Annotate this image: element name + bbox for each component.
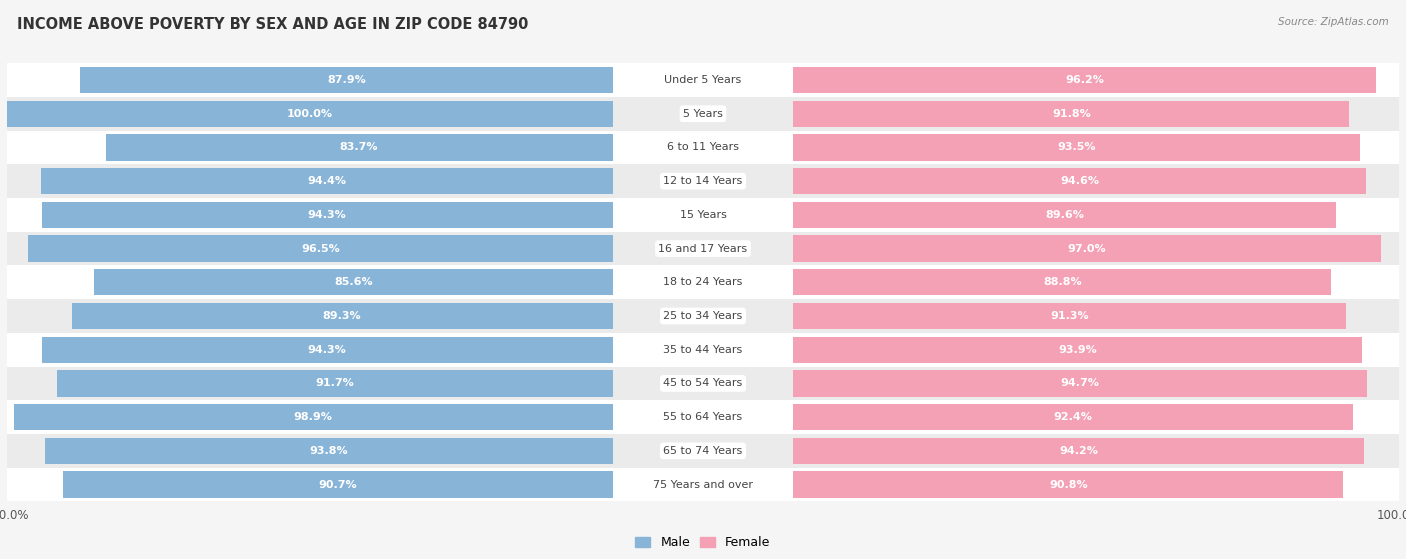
Bar xyxy=(793,337,1362,363)
Bar xyxy=(105,134,613,160)
Text: 91.8%: 91.8% xyxy=(1052,109,1091,119)
Text: 65 to 74 Years: 65 to 74 Years xyxy=(664,446,742,456)
Bar xyxy=(80,67,613,93)
Bar xyxy=(7,266,1399,299)
Text: 93.5%: 93.5% xyxy=(1057,143,1095,153)
Text: 97.0%: 97.0% xyxy=(1067,244,1107,254)
Text: 16 and 17 Years: 16 and 17 Years xyxy=(658,244,748,254)
Text: 94.4%: 94.4% xyxy=(308,176,346,186)
Text: 89.3%: 89.3% xyxy=(323,311,361,321)
Bar xyxy=(72,303,613,329)
Text: Under 5 Years: Under 5 Years xyxy=(665,75,741,85)
Bar xyxy=(7,333,1399,367)
Bar xyxy=(7,131,1399,164)
Bar xyxy=(7,232,1399,266)
Bar xyxy=(793,67,1376,93)
Bar xyxy=(7,400,1399,434)
Bar xyxy=(793,134,1360,160)
Text: 98.9%: 98.9% xyxy=(294,412,333,422)
Bar xyxy=(7,97,1399,131)
Bar xyxy=(7,299,1399,333)
Bar xyxy=(793,303,1347,329)
Bar xyxy=(7,164,1399,198)
Bar xyxy=(14,404,613,430)
Text: 85.6%: 85.6% xyxy=(335,277,373,287)
Text: Source: ZipAtlas.com: Source: ZipAtlas.com xyxy=(1278,17,1389,27)
Text: 94.6%: 94.6% xyxy=(1060,176,1099,186)
Text: 94.2%: 94.2% xyxy=(1059,446,1098,456)
Bar xyxy=(7,434,1399,468)
Text: 91.7%: 91.7% xyxy=(315,378,354,389)
Bar xyxy=(94,269,613,296)
Bar xyxy=(793,370,1367,396)
Text: 93.8%: 93.8% xyxy=(309,446,347,456)
Text: 91.3%: 91.3% xyxy=(1050,311,1090,321)
Text: INCOME ABOVE POVERTY BY SEX AND AGE IN ZIP CODE 84790: INCOME ABOVE POVERTY BY SEX AND AGE IN Z… xyxy=(17,17,529,32)
Text: 35 to 44 Years: 35 to 44 Years xyxy=(664,345,742,355)
Bar xyxy=(45,438,613,464)
Bar xyxy=(793,269,1331,296)
Text: 12 to 14 Years: 12 to 14 Years xyxy=(664,176,742,186)
Bar xyxy=(41,168,613,195)
Text: 6 to 11 Years: 6 to 11 Years xyxy=(666,143,740,153)
Text: 25 to 34 Years: 25 to 34 Years xyxy=(664,311,742,321)
Text: 96.2%: 96.2% xyxy=(1066,75,1104,85)
Text: 89.6%: 89.6% xyxy=(1045,210,1084,220)
Text: 94.7%: 94.7% xyxy=(1060,378,1099,389)
Text: 94.3%: 94.3% xyxy=(308,210,346,220)
Text: 15 Years: 15 Years xyxy=(679,210,727,220)
Bar xyxy=(42,202,613,228)
Bar xyxy=(7,198,1399,232)
Text: 92.4%: 92.4% xyxy=(1053,412,1092,422)
Bar xyxy=(7,468,1399,501)
Bar xyxy=(7,63,1399,97)
Bar xyxy=(42,337,613,363)
Text: 90.7%: 90.7% xyxy=(319,480,357,490)
Bar xyxy=(7,101,613,127)
Text: 18 to 24 Years: 18 to 24 Years xyxy=(664,277,742,287)
Text: 94.3%: 94.3% xyxy=(308,345,346,355)
Text: 55 to 64 Years: 55 to 64 Years xyxy=(664,412,742,422)
Text: 87.9%: 87.9% xyxy=(328,75,366,85)
Text: 90.8%: 90.8% xyxy=(1049,480,1088,490)
Bar xyxy=(793,202,1336,228)
Legend: Male, Female: Male, Female xyxy=(630,531,776,555)
Bar xyxy=(793,168,1367,195)
Text: 5 Years: 5 Years xyxy=(683,109,723,119)
Bar xyxy=(58,370,613,396)
Text: 93.9%: 93.9% xyxy=(1059,345,1097,355)
Bar xyxy=(793,235,1381,262)
Text: 45 to 54 Years: 45 to 54 Years xyxy=(664,378,742,389)
Bar xyxy=(28,235,613,262)
Text: 100.0%: 100.0% xyxy=(287,109,333,119)
Bar xyxy=(7,367,1399,400)
Text: 83.7%: 83.7% xyxy=(340,143,378,153)
Bar xyxy=(793,471,1343,498)
Text: 75 Years and over: 75 Years and over xyxy=(652,480,754,490)
Text: 96.5%: 96.5% xyxy=(301,244,340,254)
Text: 88.8%: 88.8% xyxy=(1043,277,1081,287)
Bar xyxy=(793,101,1350,127)
Bar xyxy=(793,438,1364,464)
Bar xyxy=(793,404,1353,430)
Bar xyxy=(63,471,613,498)
